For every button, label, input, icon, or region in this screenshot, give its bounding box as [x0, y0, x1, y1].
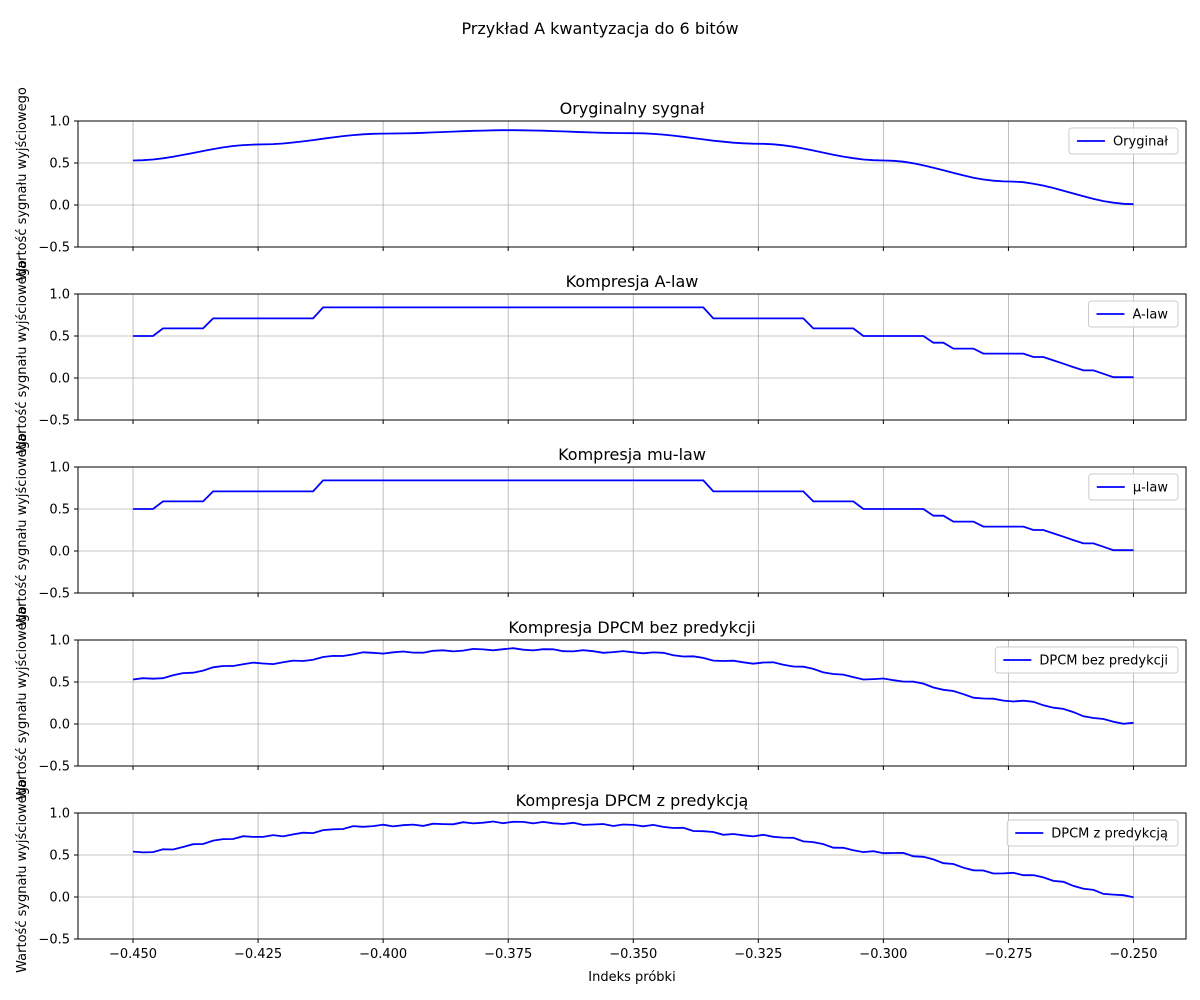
figure-suptitle: Przykład A kwantyzacja do 6 bitów — [461, 19, 738, 38]
subplot-2: −0.5 0.0 0.5 1.0 Kompresja A-law Wartość sygn… — [15, 260, 1187, 454]
subplot-title: Kompresja DPCM z predykcją — [516, 791, 749, 810]
y-tick-label: 0.0 — [49, 372, 70, 387]
x-tick-label: −0.400 — [359, 947, 407, 962]
subplot-title: Kompresja mu-law — [558, 445, 706, 464]
legend-box — [1068, 127, 1179, 155]
legend-box — [1088, 473, 1179, 501]
y-tick-label: 0.5 — [49, 330, 70, 345]
y-tick-label: 1.0 — [49, 807, 70, 822]
legend-box — [1006, 819, 1179, 847]
x-tick-label: −0.450 — [109, 947, 157, 962]
axes-frame — [77, 120, 1187, 248]
legend: A-law — [1087, 300, 1179, 328]
y-axis-label: Wartość sygnału wyjściowego — [15, 260, 30, 454]
x-tick-label: −0.300 — [859, 947, 907, 962]
y-tick-label: −0.5 — [38, 414, 70, 429]
y-tick-label: 0.0 — [49, 199, 70, 214]
legend: DPCM z predykcją — [1006, 819, 1179, 847]
subplot-title: Kompresja DPCM bez predykcji — [508, 618, 755, 637]
subplot-title: Oryginalny sygnał — [560, 99, 705, 118]
legend-entry: Oryginał — [1113, 135, 1168, 150]
axes-frame — [77, 293, 1187, 421]
x-axis-label: Indeks próbki — [588, 970, 675, 985]
y-axis-label: Wartość sygnału wyjściowego — [15, 87, 30, 281]
y-tick-label: −0.5 — [38, 760, 70, 775]
series-line — [132, 129, 1134, 206]
subplot-5: −0.5 0.0 0.5 1.0 −0.450 −0.425 −0.400 −0.375 −0.… — [15, 779, 1187, 985]
axes-frame — [77, 466, 1187, 594]
legend-box — [994, 646, 1179, 674]
y-tick-label: 1.0 — [49, 115, 70, 130]
x-tick-label: −0.425 — [234, 947, 282, 962]
y-tick-label: −0.5 — [38, 933, 70, 948]
legend-entry: µ-law — [1133, 481, 1169, 496]
legend-box — [1087, 300, 1179, 328]
y-tick-label: 0.5 — [49, 676, 70, 691]
axes-frame — [77, 812, 1187, 940]
subplot-title: Kompresja A-law — [566, 272, 699, 291]
y-tick-label: 1.0 — [49, 288, 70, 303]
y-tick-label: 0.0 — [49, 718, 70, 733]
legend: DPCM bez predykcji — [994, 646, 1179, 674]
y-axis-label: Wartość sygnału wyjściowego — [15, 433, 30, 627]
series-line — [132, 820, 1134, 899]
y-tick-label: 0.0 — [49, 545, 70, 560]
series-line — [132, 647, 1134, 725]
x-tick-label: −0.350 — [609, 947, 657, 962]
subplot-1: −0.5 0.0 0.5 1.0 Oryginalny sygnał Wartość sy… — [15, 87, 1187, 281]
legend-entry: DPCM z predykcją — [1051, 827, 1168, 842]
y-tick-label: 0.5 — [49, 849, 70, 864]
y-axis-label: Wartość sygnału wyjściowego — [15, 779, 30, 973]
y-tick-label: 0.0 — [49, 891, 70, 906]
legend-entry: DPCM bez predykcji — [1039, 654, 1168, 669]
x-tick-label: −0.325 — [734, 947, 782, 962]
legend-entry: A-law — [1132, 308, 1168, 323]
x-tick-label: −0.250 — [1109, 947, 1157, 962]
axes-frame — [77, 639, 1187, 767]
subplot-3: −0.5 0.0 0.5 1.0 Kompresja mu-law Wartość syg… — [15, 433, 1187, 627]
y-tick-label: −0.5 — [38, 241, 70, 256]
y-tick-label: 1.0 — [49, 634, 70, 649]
y-axis-label: Wartość sygnału wyjściowego — [15, 606, 30, 800]
legend: Oryginał — [1068, 127, 1179, 155]
subplot-4: −0.5 0.0 0.5 1.0 Kompresja DPCM bez predykcj… — [15, 606, 1187, 800]
y-tick-label: 0.5 — [49, 503, 70, 518]
legend: µ-law — [1088, 473, 1179, 501]
y-tick-label: 0.5 — [49, 157, 70, 172]
y-tick-label: 1.0 — [49, 461, 70, 476]
series-line — [133, 479, 1134, 552]
series-line — [133, 306, 1134, 379]
x-tick-label: −0.375 — [484, 947, 532, 962]
x-tick-label: −0.275 — [984, 947, 1032, 962]
y-tick-label: −0.5 — [38, 587, 70, 602]
